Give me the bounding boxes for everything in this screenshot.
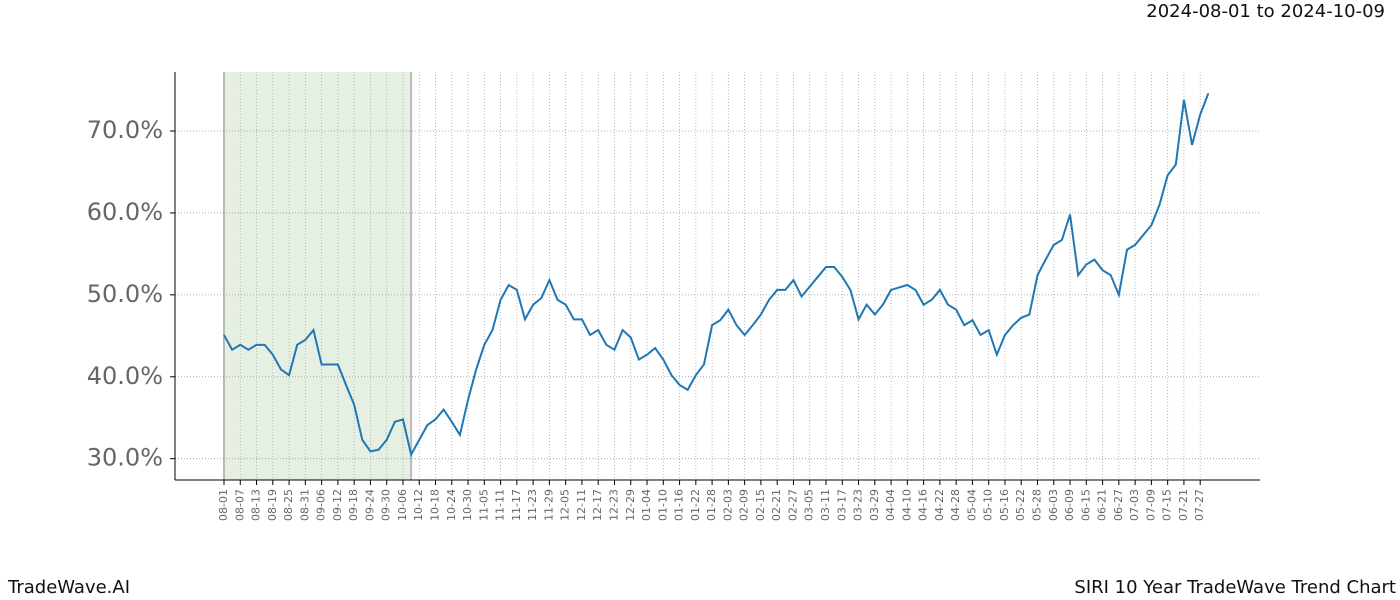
y-tick-label: 40.0% xyxy=(87,362,163,390)
x-tick-label: 08-07 xyxy=(233,489,246,521)
y-tick-label: 60.0% xyxy=(87,198,163,226)
x-tick-label: 07-15 xyxy=(1161,489,1174,521)
x-tick-label: 07-03 xyxy=(1128,489,1141,521)
x-tick-label: 06-15 xyxy=(1079,489,1092,521)
x-tick-label: 04-22 xyxy=(933,489,946,521)
x-tick-label: 08-31 xyxy=(298,489,311,521)
x-tick-label: 09-06 xyxy=(315,489,328,521)
footer-left: TradeWave.AI xyxy=(7,577,130,598)
x-tick-label: 01-10 xyxy=(656,489,669,521)
x-tick-label: 12-11 xyxy=(575,489,588,521)
x-tick-label: 07-09 xyxy=(1144,489,1157,521)
x-tick-label: 03-23 xyxy=(852,489,865,521)
x-tick-label: 05-28 xyxy=(1031,489,1044,521)
x-tick-label: 11-23 xyxy=(526,489,539,521)
x-tick-label: 06-27 xyxy=(1112,489,1125,521)
x-tick-label: 08-19 xyxy=(266,489,279,521)
x-tick-label: 03-17 xyxy=(835,489,848,521)
x-tick-label: 01-22 xyxy=(689,489,702,521)
x-tick-label: 02-27 xyxy=(786,489,799,521)
x-tick-label: 05-16 xyxy=(998,489,1011,521)
x-tick-label: 06-09 xyxy=(1063,489,1076,521)
chart-subtitle: 2024-08-01 to 2024-10-09 xyxy=(1146,1,1385,22)
x-tick-label: 11-17 xyxy=(510,489,523,521)
y-tick-label: 70.0% xyxy=(87,116,163,144)
x-tick-label: 04-28 xyxy=(949,489,962,521)
x-tick-label: 05-04 xyxy=(965,489,978,521)
x-tick-label: 03-29 xyxy=(868,489,881,521)
x-tick-label: 11-11 xyxy=(494,489,507,521)
x-tick-label: 09-30 xyxy=(380,489,393,521)
x-tick-label: 03-11 xyxy=(819,489,832,521)
x-tick-label: 04-10 xyxy=(900,489,913,521)
x-tick-label: 12-17 xyxy=(591,489,604,521)
x-tick-label: 08-25 xyxy=(282,489,295,521)
x-tick-label: 12-05 xyxy=(559,489,572,521)
x-tick-label: 12-29 xyxy=(624,489,637,521)
x-tick-label: 09-24 xyxy=(363,489,376,521)
x-tick-label: 07-27 xyxy=(1193,489,1206,521)
x-tick-label: 10-12 xyxy=(412,489,425,521)
x-tick-label: 01-16 xyxy=(673,489,686,521)
x-tick-label: 02-03 xyxy=(721,489,734,521)
x-tick-label: 10-24 xyxy=(445,489,458,521)
x-tick-label: 10-30 xyxy=(461,489,474,521)
x-tick-label: 02-21 xyxy=(770,489,783,521)
x-tick-label: 09-12 xyxy=(331,489,344,521)
x-tick-label: 10-06 xyxy=(396,489,409,521)
x-tick-label: 04-04 xyxy=(884,489,897,521)
x-tick-label: 06-21 xyxy=(1096,489,1109,521)
x-tick-label: 06-03 xyxy=(1047,489,1060,521)
x-tick-label: 02-09 xyxy=(738,489,751,521)
trend-line xyxy=(223,92,1210,458)
footer-right: SIRI 10 Year TradeWave Trend Chart xyxy=(1074,577,1396,598)
x-tick-label: 07-21 xyxy=(1177,489,1190,521)
x-tick-label: 05-22 xyxy=(1014,489,1027,521)
x-tick-label: 09-18 xyxy=(347,489,360,521)
x-tick-label: 02-15 xyxy=(754,489,767,521)
x-tick-label: 03-05 xyxy=(803,489,816,521)
x-tick-label: 10-18 xyxy=(429,489,442,521)
y-tick-label: 30.0% xyxy=(87,444,163,472)
x-tick-label: 11-05 xyxy=(477,489,490,521)
y-tick-label: 50.0% xyxy=(87,280,163,308)
x-tick-label: 11-29 xyxy=(542,489,555,521)
x-tick-label: 12-23 xyxy=(607,489,620,521)
highlight-band xyxy=(224,72,412,480)
x-tick-label: 01-04 xyxy=(640,489,653,521)
x-tick-label: 04-16 xyxy=(917,489,930,521)
x-tick-label: 08-01 xyxy=(217,489,230,521)
x-tick-label: 08-13 xyxy=(250,489,263,521)
x-tick-label: 05-10 xyxy=(982,489,995,521)
x-tick-label: 01-28 xyxy=(705,489,718,521)
